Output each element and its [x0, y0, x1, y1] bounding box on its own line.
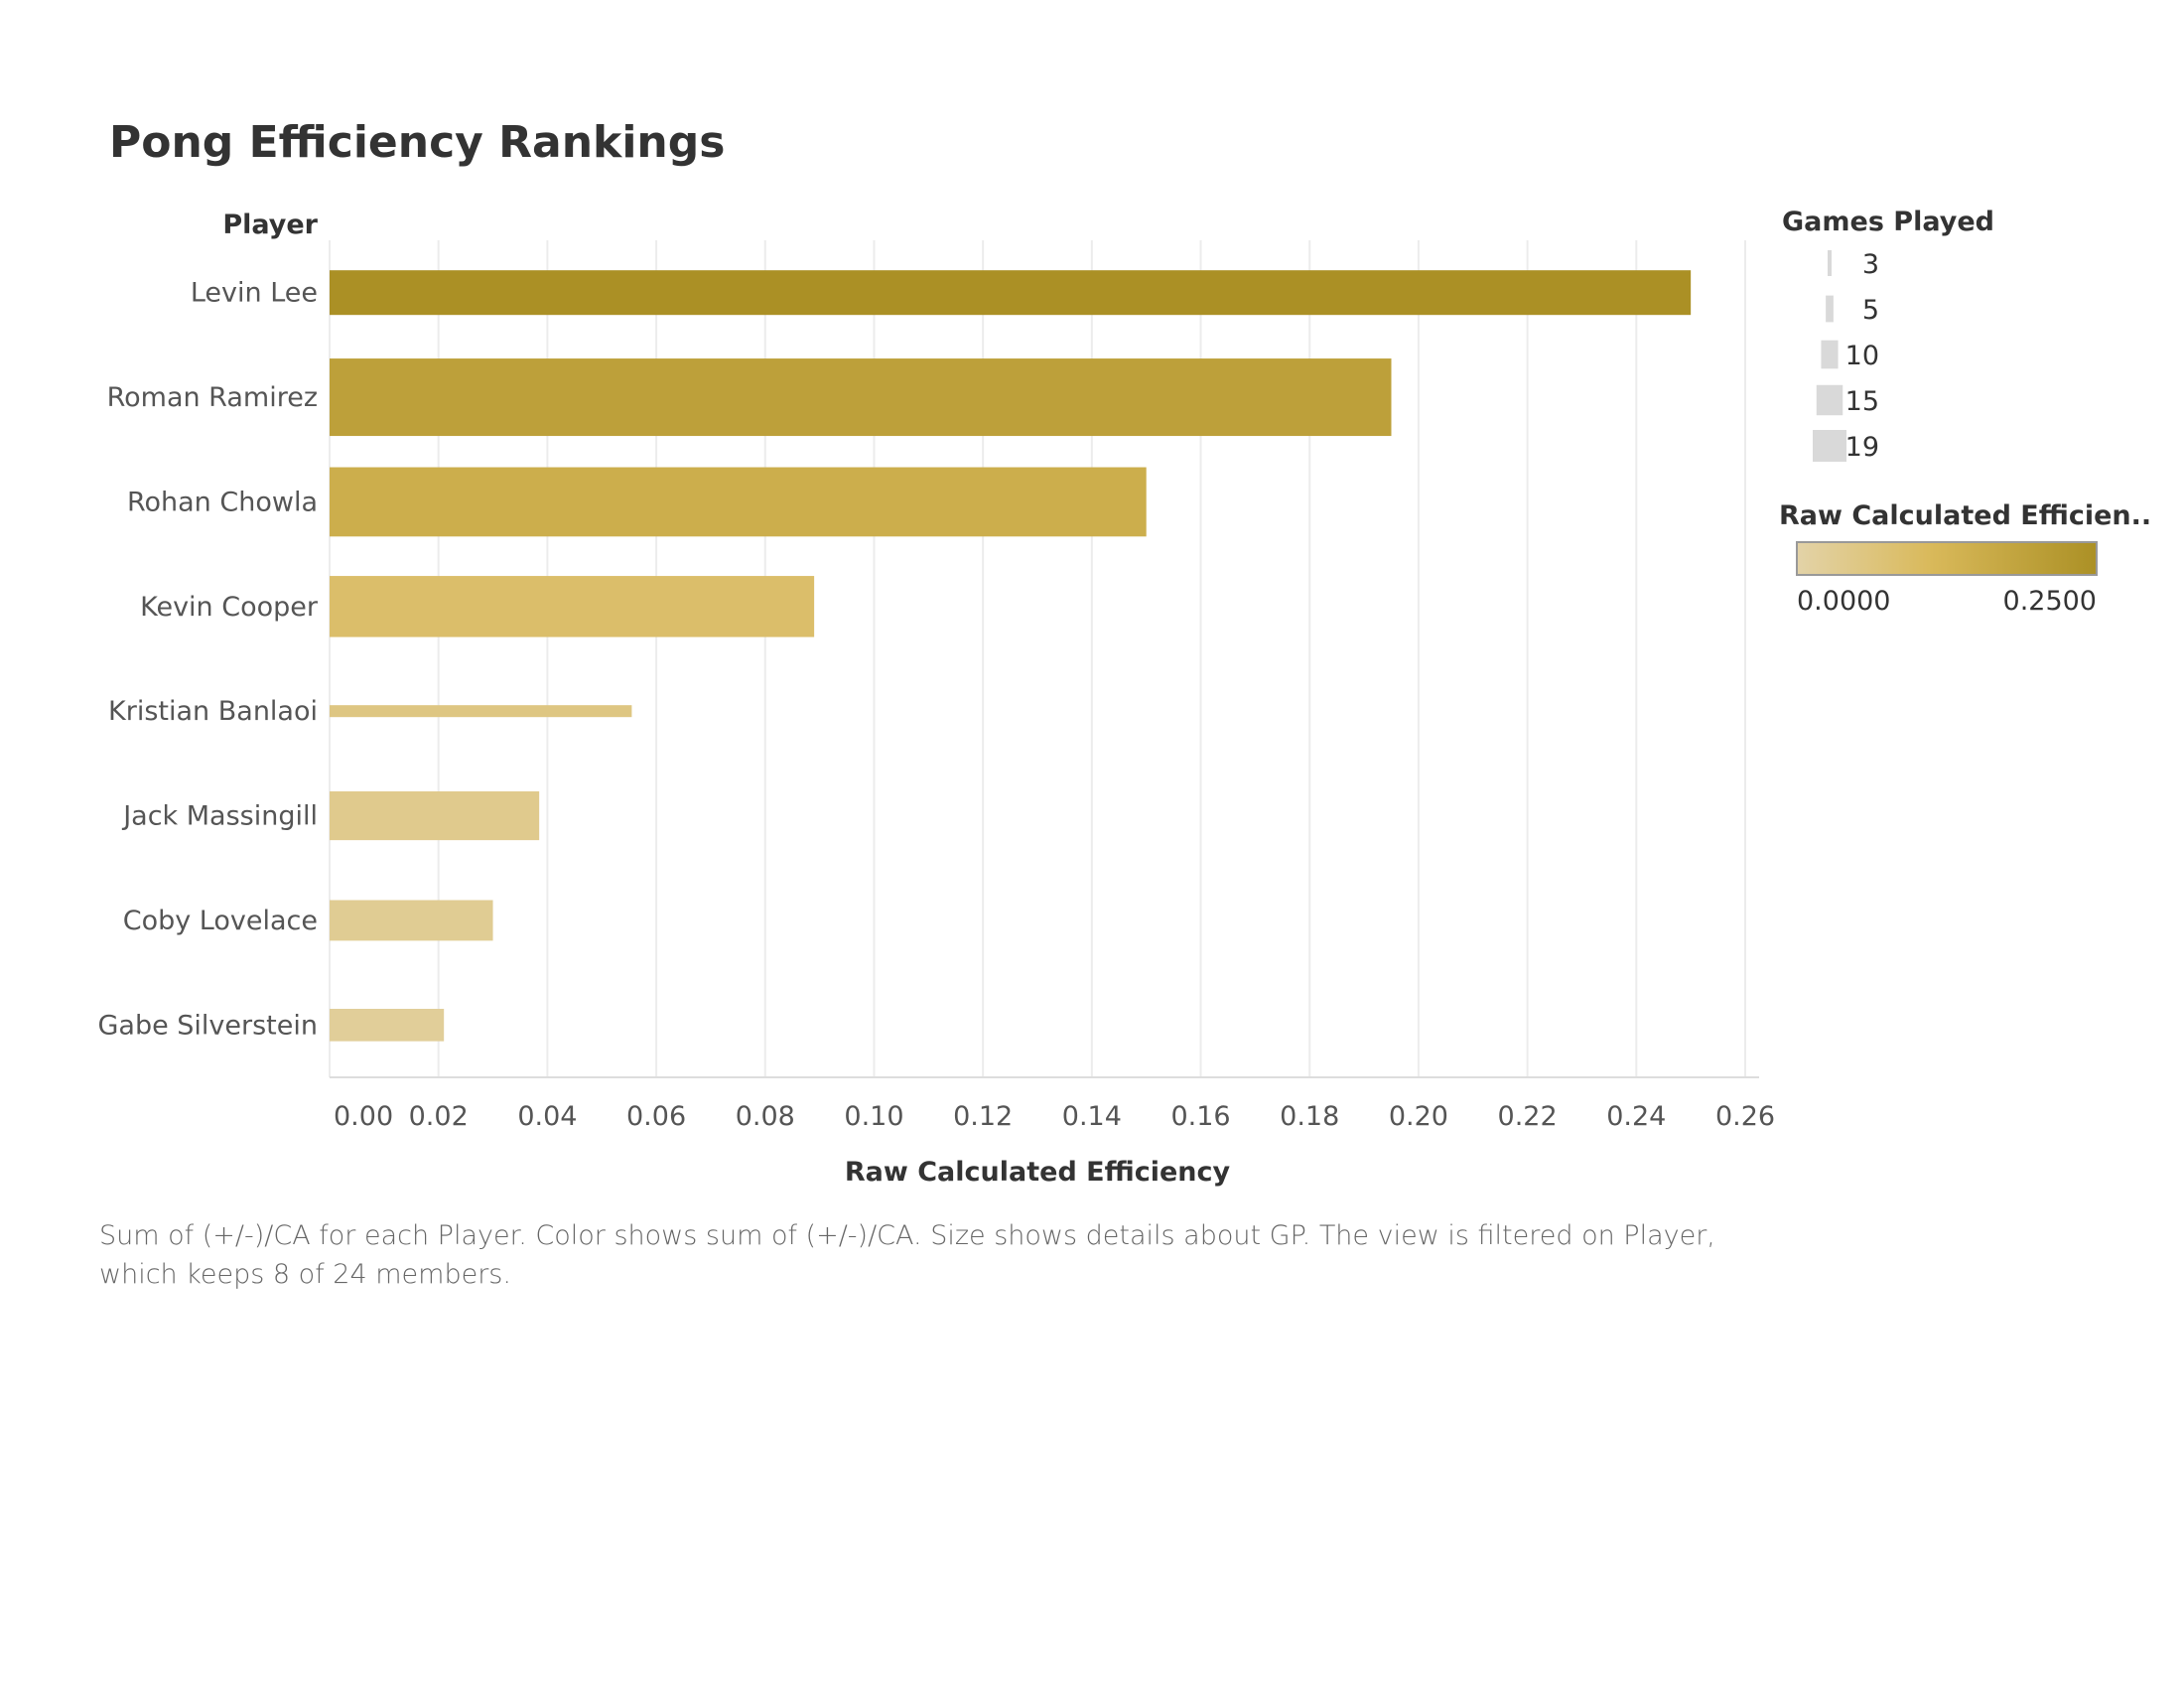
category-label: Rohan Chowla	[127, 487, 318, 517]
size-legend-swatch	[1826, 295, 1834, 323]
size-legend-label: 10	[1845, 341, 1879, 371]
color-legend: Raw Calculated Efficien.. 0.0000 0.2500	[1779, 500, 2151, 617]
caption: Sum of (+/-)/CA for each Player. Color s…	[99, 1220, 1715, 1290]
color-legend-gradient	[1796, 541, 2098, 576]
bar[interactable]	[330, 705, 632, 718]
category-label: Coby Lovelace	[123, 906, 318, 936]
x-tick-label: 0.00	[334, 1101, 393, 1132]
category-label: Kristian Banlaoi	[108, 696, 318, 727]
x-tick-labels: 0.00 0.02 0.04 0.06 0.08 0.10 0.12 0.14 0.16 0.18…	[334, 1101, 1775, 1132]
x-tick-label: 0.24	[1606, 1101, 1666, 1132]
x-tick-label: 0.12	[953, 1101, 1013, 1132]
size-legend-swatch	[1813, 430, 1846, 462]
x-tick-label: 0.26	[1715, 1101, 1775, 1132]
bar[interactable]	[330, 1009, 445, 1042]
bar[interactable]	[330, 270, 1692, 316]
x-tick-label: 0.16	[1170, 1101, 1230, 1132]
size-legend-label: 5	[1862, 295, 1879, 326]
color-legend-max-label: 0.2500	[2003, 586, 2097, 617]
size-legend-label: 3	[1862, 249, 1879, 280]
x-tick-label: 0.20	[1389, 1101, 1448, 1132]
size-legend: Games Played 3 5 10 15 19	[1782, 207, 1994, 463]
category-label: Levin Lee	[191, 278, 318, 309]
x-tick-label: 0.04	[517, 1101, 577, 1132]
x-tick-label: 0.10	[844, 1101, 903, 1132]
color-legend-title: Raw Calculated Efficien..	[1779, 500, 2151, 531]
category-labels: Levin Lee Roman Ramirez Rohan Chowla Kevin …	[97, 278, 318, 1042]
bar[interactable]	[330, 900, 493, 941]
size-legend-swatch	[1821, 340, 1839, 369]
bar[interactable]	[330, 467, 1147, 537]
category-label: Gabe Silverstein	[97, 1010, 318, 1041]
size-legend-label: 15	[1845, 386, 1879, 417]
page-title: Pong Efficiency Rankings	[109, 117, 726, 168]
bar[interactable]	[330, 791, 540, 841]
size-legend-title: Games Played	[1782, 207, 1994, 237]
size-legend-swatch	[1828, 250, 1832, 276]
category-label: Jack Massingill	[121, 801, 318, 832]
bar[interactable]	[330, 576, 815, 637]
size-legend-swatch	[1816, 384, 1843, 416]
x-tick-label: 0.14	[1062, 1101, 1122, 1132]
x-tick-label: 0.18	[1280, 1101, 1339, 1132]
x-axis-title: Raw Calculated Efficiency	[845, 1157, 1231, 1188]
x-tick-label: 0.06	[626, 1101, 686, 1132]
bar[interactable]	[330, 358, 1392, 437]
x-tick-label: 0.22	[1498, 1101, 1558, 1132]
category-label: Kevin Cooper	[140, 592, 319, 623]
size-legend-label: 19	[1845, 432, 1879, 463]
bars	[330, 270, 1692, 1042]
row-header: Player	[222, 210, 318, 240]
x-tick-label: 0.02	[409, 1101, 469, 1132]
x-tick-label: 0.08	[736, 1101, 795, 1132]
category-label: Roman Ramirez	[107, 382, 318, 413]
color-legend-min-label: 0.0000	[1797, 586, 1890, 617]
